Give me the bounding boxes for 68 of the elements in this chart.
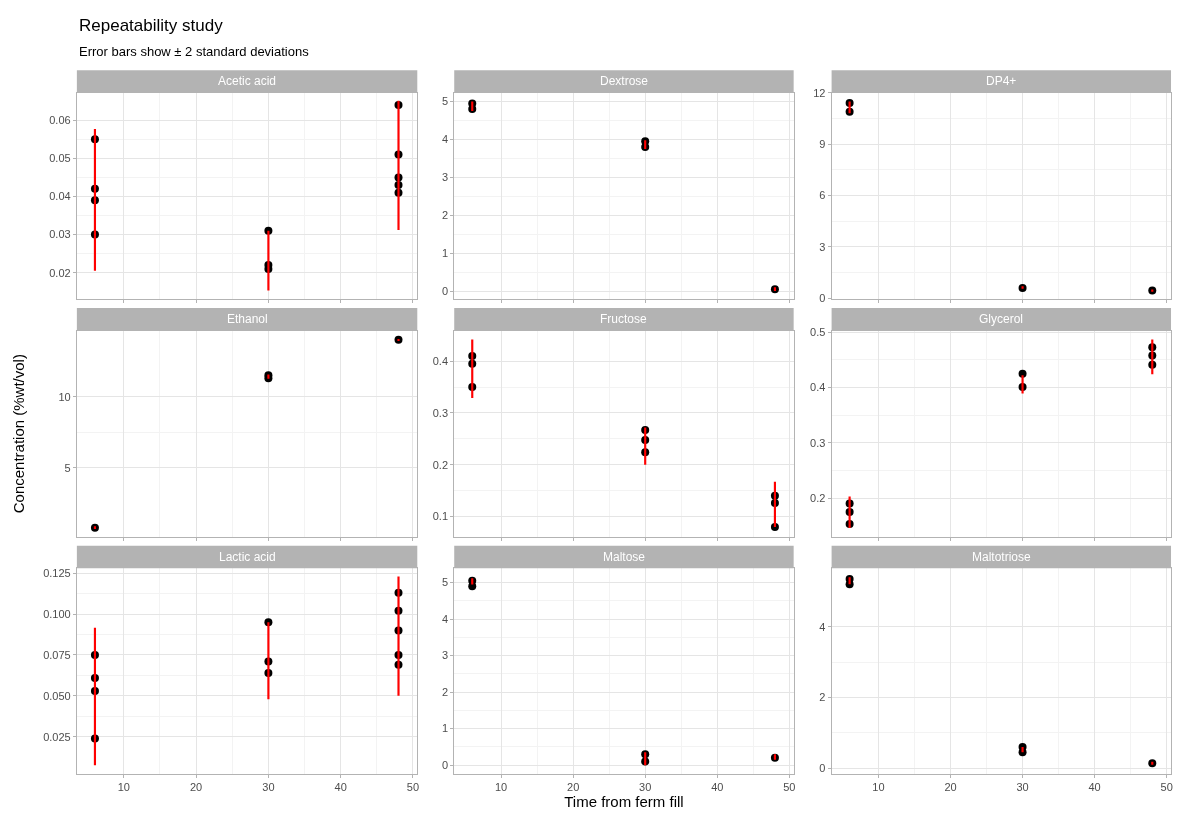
chart-title: Dextrose: [600, 74, 649, 88]
y-tick-label: 0.050: [43, 689, 71, 702]
y-tick-label: 0.075: [43, 648, 71, 661]
y-tick-label: 5: [441, 95, 449, 108]
y-tick-label: 0.4: [810, 381, 826, 394]
x-tick-label: 40: [334, 780, 347, 793]
y-tick-label: 0.2: [810, 491, 826, 504]
chart-title: Fructose: [600, 312, 648, 326]
x-tick-label: 20: [944, 780, 957, 793]
x-tick-label: 40: [711, 780, 724, 793]
x-tick-label: 10: [872, 780, 885, 793]
x-tick-label: 50: [783, 780, 796, 793]
y-tick-label: 5: [441, 576, 449, 589]
y-tick-label: 0.125: [43, 567, 71, 580]
y-tick-label: 1: [441, 247, 449, 259]
text: Repeatability study: [79, 16, 224, 35]
y-tick-label: 5: [64, 461, 71, 474]
x-tick-label: 50: [406, 780, 420, 793]
y-tick-label: 0.06: [49, 114, 71, 127]
y-tick-label: 6: [819, 189, 826, 202]
chart-title: DP4+: [986, 74, 1017, 88]
x-tick-label: 30: [1016, 780, 1029, 793]
chart-title: Glycerol: [979, 312, 1024, 326]
x-axis-title: Time from ferm fill: [564, 792, 684, 810]
x-tick-label: 30: [262, 780, 275, 793]
text: Error bars show ± 2 standard deviations: [79, 44, 310, 59]
y-tick-label: 2: [441, 685, 449, 698]
y-tick-label: 2: [441, 209, 449, 222]
y-tick-label: 0.4: [432, 355, 449, 367]
y-tick-label: 0.05: [49, 152, 71, 165]
y-tick-label: 2: [819, 691, 826, 704]
y-tick-label: 0: [441, 758, 449, 771]
y-tick-label: 0.5: [810, 326, 826, 339]
x-tick-label: 10: [117, 780, 130, 793]
chart-title: Ethanol: [227, 312, 268, 326]
chart-title: Acetic acid: [218, 74, 277, 88]
y-tick-label: 4: [441, 612, 449, 625]
x-tick-label: 20: [190, 780, 203, 793]
y-tick-label: 10: [58, 390, 71, 403]
y-tick-label: 0: [441, 284, 449, 297]
x-tick-label: 30: [639, 780, 652, 793]
y-tick-label: 4: [819, 620, 826, 633]
y-tick-label: 0: [819, 762, 826, 775]
y-tick-label: 12: [813, 86, 826, 99]
y-tick-label: 0.3: [432, 406, 449, 419]
y-tick-label: 0.3: [810, 436, 826, 449]
x-tick-label: 20: [567, 780, 580, 793]
y-tick-label: 0: [819, 292, 826, 304]
y-tick-label: 0.2: [432, 458, 449, 471]
y-tick-label: 3: [819, 240, 826, 253]
y-tick-label: 1: [441, 722, 449, 735]
chart-title: Maltose: [603, 550, 646, 564]
y-tick-label: 0.1: [432, 510, 449, 523]
y-tick-label: 0.025: [43, 730, 71, 743]
y-tick-label: 3: [441, 649, 449, 662]
y-tick-label: 0.02: [49, 266, 71, 279]
y-tick-label: 3: [441, 171, 449, 184]
y-axis-title: Concentration (%wt/vol): [9, 354, 27, 514]
y-tick-label: 9: [819, 138, 826, 150]
x-tick-label: 50: [1160, 780, 1173, 793]
chart-title: Lactic acid: [219, 550, 276, 564]
chart-title: Maltotriose: [972, 550, 1032, 564]
y-tick-label: 4: [441, 133, 449, 146]
x-tick-label: 10: [494, 780, 508, 793]
y-tick-label: 0.04: [49, 190, 71, 203]
y-tick-label: 0.100: [43, 607, 71, 620]
x-tick-label: 40: [1088, 780, 1101, 793]
y-tick-label: 0.03: [49, 228, 71, 241]
